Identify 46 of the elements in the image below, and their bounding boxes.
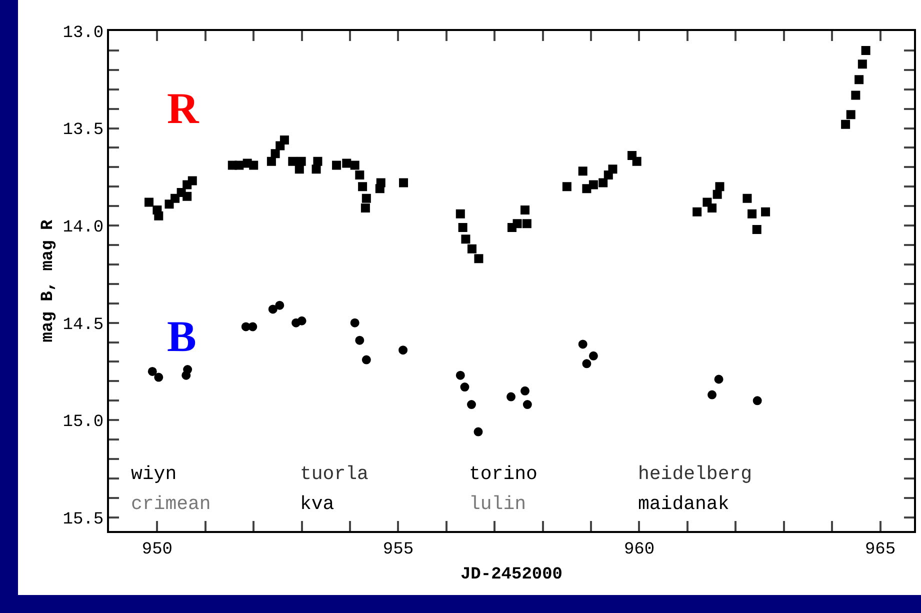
annotation: B	[167, 312, 196, 361]
point	[297, 316, 306, 326]
point	[154, 372, 164, 382]
point	[248, 322, 258, 332]
point	[275, 300, 284, 310]
annotation: lulin	[469, 493, 526, 515]
y-tick-label: 13.5	[62, 121, 104, 140]
annotation: crimean	[131, 493, 211, 515]
point	[148, 366, 157, 376]
point	[474, 427, 483, 436]
point	[708, 390, 717, 400]
x-tick-label: 955	[382, 540, 414, 560]
y-tick-label: 15.5	[62, 510, 104, 530]
point	[588, 351, 598, 360]
annotation: heidelberg	[638, 463, 752, 485]
x-tick-label: 965	[864, 540, 896, 560]
y-axis-title: mag B, mag R	[38, 218, 58, 342]
point	[714, 374, 724, 384]
x-tick-label: 950	[142, 540, 173, 560]
point	[466, 400, 476, 410]
point	[578, 340, 588, 349]
point	[362, 355, 371, 364]
point	[460, 382, 470, 392]
point	[456, 370, 465, 380]
point	[398, 346, 408, 355]
point	[522, 400, 532, 410]
y-tick-label: 14.0	[62, 218, 104, 238]
point	[355, 336, 364, 345]
annotation: tuorla	[300, 463, 368, 485]
point	[506, 392, 516, 402]
point	[183, 365, 192, 374]
x-axis-title: JD-2452000	[460, 565, 563, 584]
y-tick-label: 14.5	[62, 316, 104, 335]
y-tick-label: 15.0	[62, 413, 104, 432]
annotation: R	[167, 84, 200, 133]
annotation: maidanak	[638, 493, 730, 515]
point	[752, 396, 762, 406]
point	[268, 304, 278, 314]
annotation: torino	[469, 463, 538, 485]
point	[350, 318, 360, 328]
annotation: kva	[300, 493, 334, 515]
annotation: wiyn	[131, 463, 177, 485]
y-tick-label: 13.0	[62, 24, 104, 43]
point	[582, 359, 592, 368]
x-tick-label: 960	[624, 540, 655, 560]
point	[520, 386, 530, 396]
